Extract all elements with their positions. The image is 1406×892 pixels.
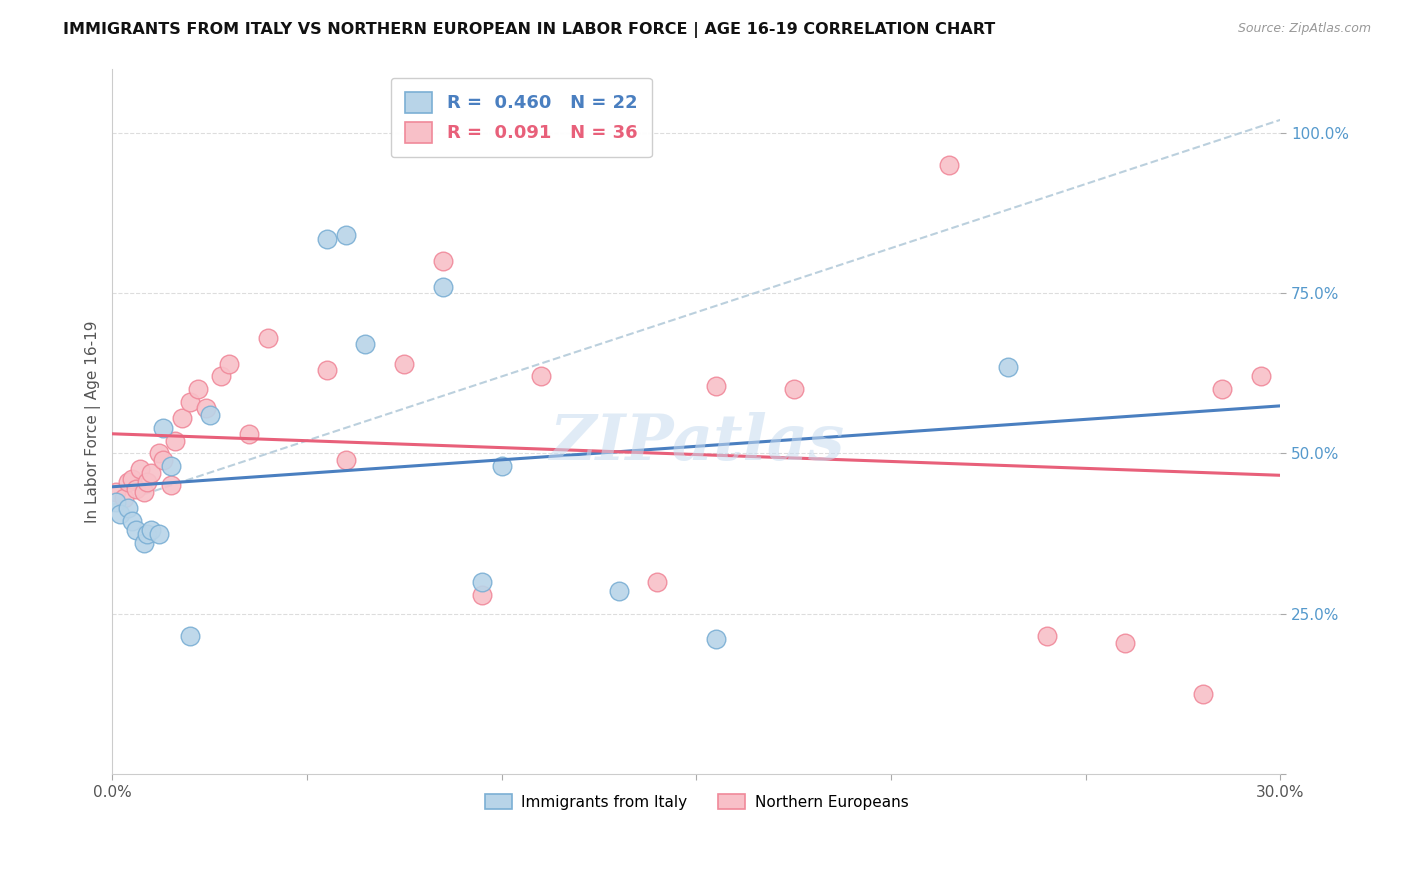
Point [471,587,494,601]
Point [238,427,260,442]
Point [132,536,155,550]
Point [647,574,669,589]
Point [105,494,128,508]
Point [117,475,139,490]
Point [198,408,221,422]
Point [172,411,194,425]
Point [141,524,163,538]
Point [1250,369,1272,384]
Point [704,379,727,393]
Point [315,231,337,245]
Point [141,466,163,480]
Point [1036,629,1059,643]
Point [179,395,201,409]
Point [159,478,181,492]
Point [1114,635,1136,649]
Point [530,369,553,384]
Point [117,500,139,515]
Point [121,472,143,486]
Point [394,357,416,371]
Point [491,459,513,474]
Point [148,446,170,460]
Point [1191,687,1213,701]
Point [257,331,280,345]
Text: ZIPatlas: ZIPatlas [548,412,844,474]
Point [471,574,494,589]
Point [218,357,240,371]
Point [179,629,201,643]
Point [607,584,630,599]
Y-axis label: In Labor Force | Age 16-19: In Labor Force | Age 16-19 [86,320,101,523]
Point [128,462,150,476]
Point [432,279,454,293]
Point [354,337,377,351]
Point [132,484,155,499]
Point [125,482,148,496]
Point [997,359,1019,374]
Point [148,526,170,541]
Point [125,524,148,538]
Point [108,508,131,522]
Point [335,228,357,243]
Point [121,514,143,528]
Point [152,452,174,467]
Point [152,421,174,435]
Point [209,369,232,384]
Point [136,526,159,541]
Point [335,452,357,467]
Point [938,158,960,172]
Legend: Immigrants from Italy, Northern Europeans: Immigrants from Italy, Northern European… [478,788,914,816]
Point [704,632,727,647]
Point [432,254,454,268]
Point [194,401,217,416]
Point [112,491,135,506]
Point [315,363,337,377]
Point [783,382,806,396]
Point [1211,382,1233,396]
Text: Source: ZipAtlas.com: Source: ZipAtlas.com [1237,22,1371,36]
Point [187,382,209,396]
Point [159,459,181,474]
Point [105,484,128,499]
Text: IMMIGRANTS FROM ITALY VS NORTHERN EUROPEAN IN LABOR FORCE | AGE 16-19 CORRELATIO: IMMIGRANTS FROM ITALY VS NORTHERN EUROPE… [63,22,995,38]
Point [163,434,186,448]
Point [136,475,159,490]
